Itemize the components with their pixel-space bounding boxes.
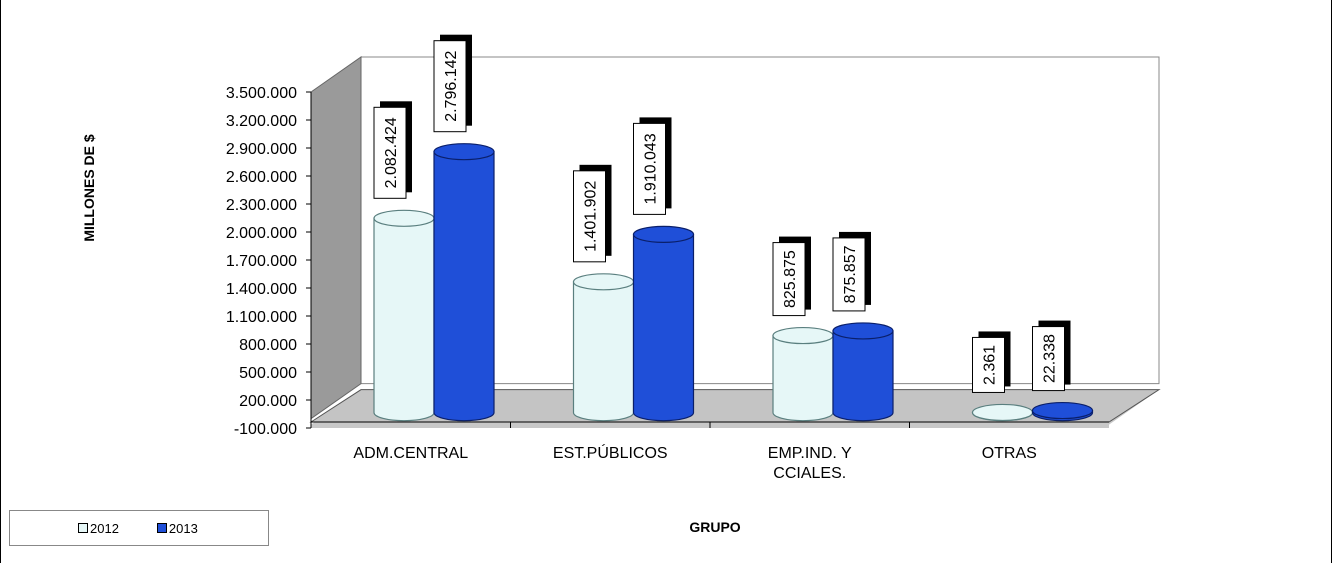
x-category-label: OTRAS — [982, 445, 1037, 462]
data-label-box — [573, 170, 606, 263]
data-label: 2.361 — [982, 345, 999, 385]
y-axis-title: MILLONES DE $ — [81, 134, 97, 242]
y-tick-label: 1.700.000 — [226, 253, 297, 270]
y-tick-label: 2.900.000 — [226, 141, 297, 158]
cylinder-2013-body — [433, 151, 495, 422]
legend-swatch-2012 — [78, 523, 88, 533]
cylinder-2012-body — [572, 281, 635, 422]
data-label-box — [972, 336, 1005, 393]
x-category-label: EST.PÚBLICOS — [553, 443, 668, 462]
data-label-box — [832, 237, 866, 312]
data-label-box — [633, 122, 666, 215]
y-tick-label: 3.200.000 — [226, 113, 297, 130]
y-tick-label: 200.000 — [239, 393, 297, 410]
cylinder-2012-top — [971, 403, 1034, 422]
x-category-label: ADM.CENTRAL — [353, 445, 468, 462]
legend-item-2012: 2012 — [78, 521, 119, 536]
legend-label-2012: 2012 — [90, 520, 119, 536]
cylinder-2012-top — [373, 209, 435, 227]
y-tick-label: 2.600.000 — [226, 169, 297, 186]
cylinder-2013-top — [1031, 401, 1094, 420]
legend-swatch-2013 — [156, 523, 167, 533]
y-tick-label: 500.000 — [239, 365, 297, 382]
cylinder-2013-top — [433, 143, 495, 161]
data-label-box — [433, 40, 467, 133]
data-label: 1.401.902 — [583, 181, 600, 252]
y-tick-label: -100.000 — [234, 421, 297, 438]
y-tick-label: 2.300.000 — [226, 197, 297, 214]
y-tick-label: 1.400.000 — [226, 281, 297, 298]
data-label-box — [1032, 326, 1065, 392]
cylinder-2012-body — [772, 334, 834, 422]
x-axis-title: GRUPO — [689, 519, 740, 535]
y-tick-label: 1.100.000 — [226, 309, 297, 326]
y-tick-label: 3.500.000 — [226, 85, 297, 102]
cylinder-2013-body — [832, 330, 894, 422]
cylinder-2013-body — [632, 233, 695, 422]
data-label: 825.875 — [782, 250, 799, 308]
legend: 2012 2013 — [9, 510, 269, 546]
data-label: 2.082.424 — [383, 117, 400, 188]
legend-label-2013: 2013 — [168, 520, 198, 536]
side-wall — [310, 56, 362, 420]
cylinder-2013-top — [632, 225, 695, 243]
x-category-label: EMP.IND. Y — [768, 445, 852, 462]
cylinder-2012-body — [373, 217, 435, 422]
legend-item-2013: 2013 — [156, 520, 198, 536]
cylinder-2012-top — [772, 326, 834, 345]
data-label-box — [373, 106, 407, 199]
cylinder-2013-top — [832, 322, 894, 340]
cylinder-2012-top — [572, 273, 635, 291]
data-label-box — [772, 242, 806, 317]
data-label: 1.910.043 — [643, 133, 660, 204]
y-tick-label: 800.000 — [239, 337, 297, 354]
data-label: 2.796.142 — [443, 51, 460, 122]
x-category-label: CCIALES. — [773, 465, 846, 482]
data-label: 875.857 — [842, 245, 859, 303]
y-tick-label: 2.000.000 — [226, 225, 297, 242]
data-label: 22.338 — [1042, 334, 1059, 383]
